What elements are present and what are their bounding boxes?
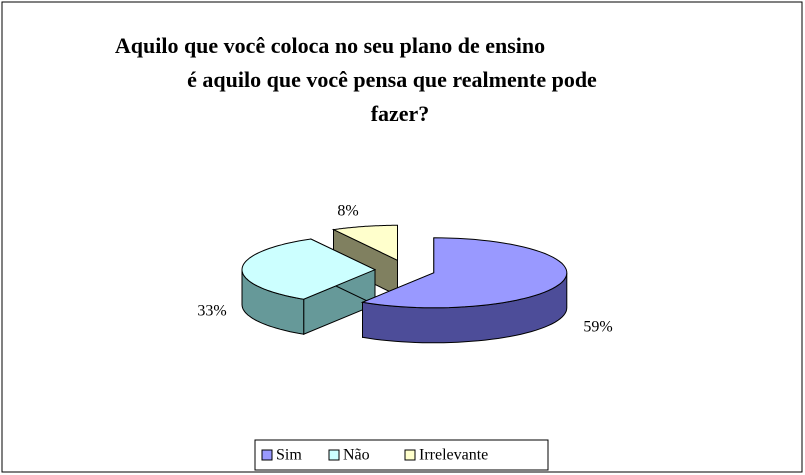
legend-label: Não bbox=[343, 447, 370, 464]
pie-slice bbox=[360, 237, 568, 344]
legend-swatch bbox=[261, 449, 273, 461]
slice-top bbox=[360, 237, 568, 309]
chart-title: Aquilo que você coloca no seu plano de e… bbox=[115, 33, 545, 58]
legend-label: Irrelevante bbox=[419, 447, 488, 464]
data-label: 33% bbox=[197, 303, 226, 320]
chart-title: fazer? bbox=[371, 101, 430, 126]
slice-top bbox=[241, 238, 377, 300]
legend-swatch bbox=[328, 449, 340, 461]
chart-title: é aquilo que você pensa que realmente po… bbox=[187, 67, 597, 92]
legend-box bbox=[254, 439, 549, 471]
pie-slice bbox=[241, 238, 377, 335]
legend-swatch bbox=[404, 449, 416, 461]
data-label: 59% bbox=[583, 319, 612, 336]
data-label: 8% bbox=[337, 203, 358, 220]
pie-slice bbox=[331, 224, 398, 297]
slice-top bbox=[331, 224, 398, 262]
legend-label: Sim bbox=[276, 447, 302, 464]
